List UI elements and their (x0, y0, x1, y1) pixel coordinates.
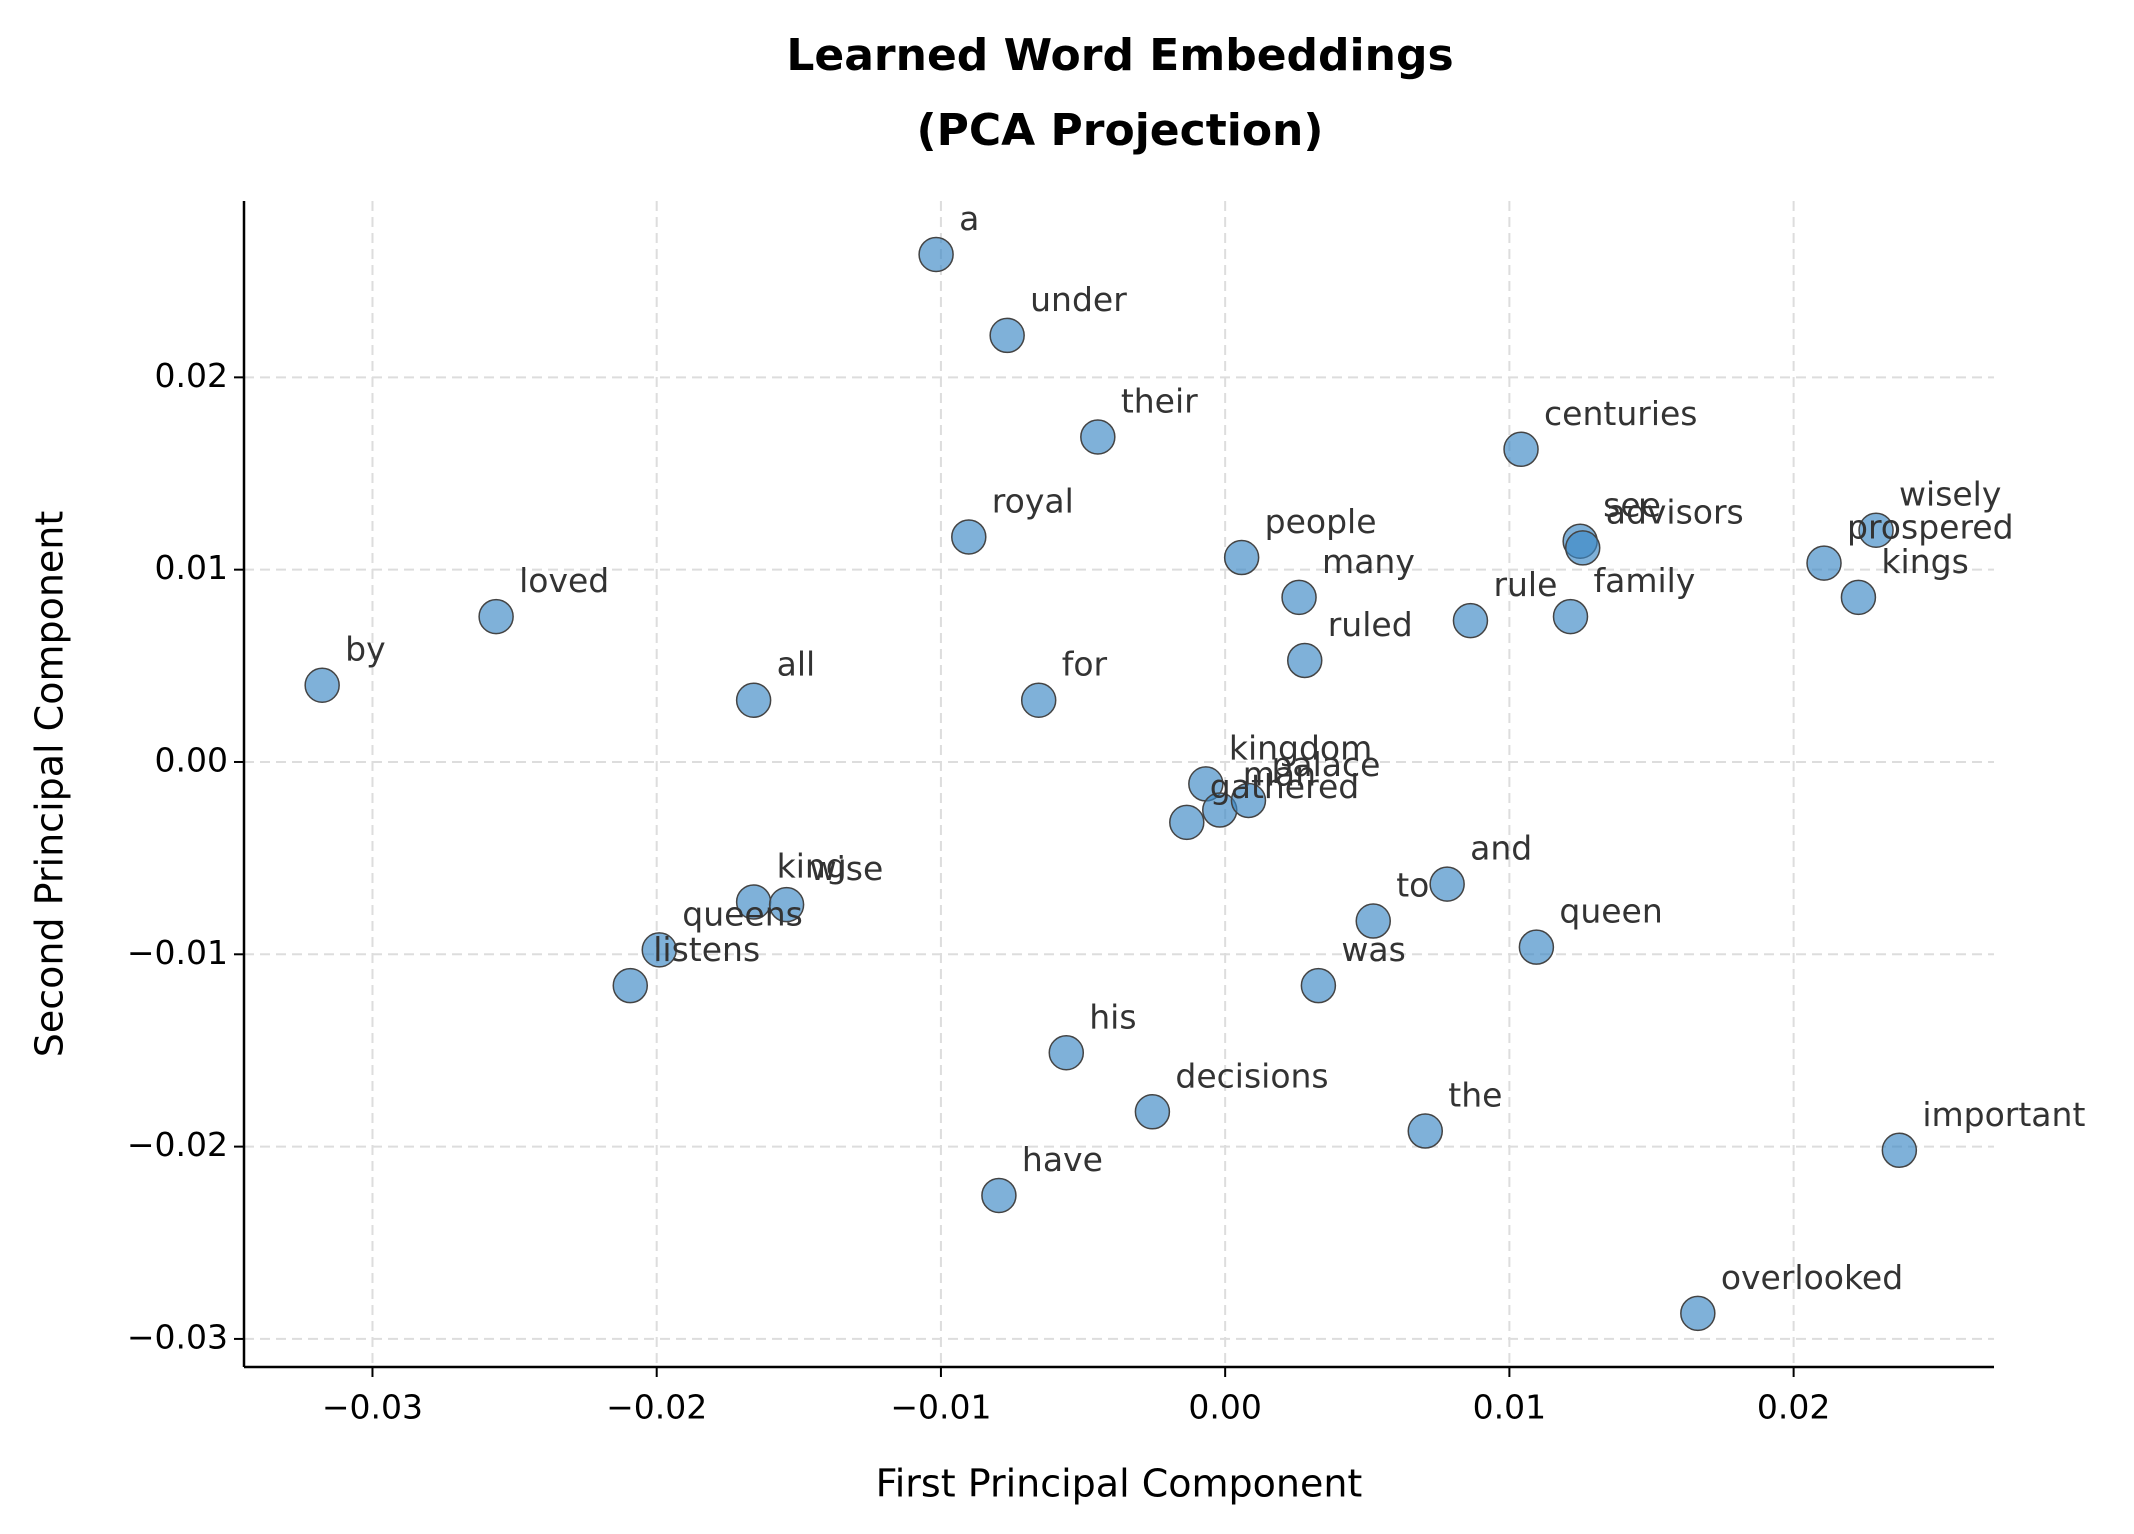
point (612, 967, 649, 1004)
point-label: by (345, 630, 385, 669)
point-label: wise (810, 849, 884, 888)
point-label: important (1922, 1095, 2085, 1134)
point-label: palace (1271, 745, 1380, 784)
point-label: his (1089, 997, 1136, 1036)
point-label: wisely (1899, 475, 2001, 514)
point (1020, 682, 1057, 718)
point-label: a (959, 199, 979, 238)
point-label: kings (1881, 542, 1968, 581)
x-tick-label: −0.02 (606, 1388, 707, 1427)
point (1881, 1132, 1918, 1169)
chart-title: (PCA Projection) (917, 105, 1324, 156)
point-label: their (1121, 381, 1198, 420)
point (951, 519, 987, 555)
point (1080, 419, 1116, 455)
point (768, 886, 805, 923)
x-tick-label: 0.00 (1188, 1388, 1261, 1427)
point (1169, 804, 1205, 841)
chart-title: Learned Word Embeddings (786, 30, 1453, 81)
point (1281, 579, 1317, 616)
point (918, 236, 954, 273)
point (1134, 1094, 1171, 1130)
point-label: have (1022, 1140, 1103, 1179)
point-label: overlooked (1721, 1258, 1903, 1297)
point (641, 932, 678, 968)
point (1518, 929, 1555, 965)
y-tick-label: −0.03 (127, 1317, 228, 1356)
point (989, 317, 1025, 354)
point (1564, 530, 1601, 566)
point-label: loved (519, 561, 609, 600)
point (1355, 903, 1391, 939)
point-label: gathered (1210, 767, 1359, 806)
point-label: centuries (1544, 394, 1697, 433)
point (1300, 967, 1337, 1004)
point (1230, 782, 1267, 819)
point-label: queens (682, 894, 803, 933)
point-label: was (1341, 930, 1405, 969)
y-tick-label: −0.02 (127, 1125, 228, 1164)
y-tick-label: 0.00 (155, 740, 228, 779)
point-label: see (1603, 486, 1661, 525)
point (1503, 431, 1539, 468)
point (1429, 866, 1465, 902)
x-tick-label: 0.01 (1473, 1388, 1546, 1427)
point-label: under (1030, 280, 1127, 319)
point (735, 682, 772, 718)
point-label: family (1593, 561, 1695, 600)
point-label: advisors (1606, 492, 1744, 531)
point-label: royal (992, 481, 1074, 520)
point (1452, 602, 1489, 639)
point-label: king (777, 846, 847, 885)
point (1407, 1113, 1444, 1149)
x-axis-title: First Principal Component (876, 1462, 1363, 1506)
x-tick-label: −0.03 (322, 1388, 423, 1427)
point (1806, 545, 1842, 581)
x-tick-label: 0.02 (1757, 1388, 1830, 1427)
x-tick-label: −0.01 (890, 1388, 991, 1427)
point (478, 598, 514, 635)
y-tick-label: −0.01 (127, 933, 228, 972)
point-label: the (1448, 1076, 1502, 1115)
point-label: queen (1559, 892, 1662, 931)
point-label: many (1322, 542, 1415, 581)
point-label: all (777, 645, 816, 684)
y-tick-label: 0.01 (155, 548, 228, 587)
point (1552, 598, 1589, 635)
point-label: kingdom (1229, 728, 1372, 767)
point-label: and (1470, 829, 1532, 868)
point-label: decisions (1175, 1056, 1328, 1095)
point (1286, 642, 1323, 679)
point-label: people (1265, 502, 1377, 541)
point-label: rule (1493, 565, 1557, 604)
point (1840, 579, 1877, 616)
point-label: to (1396, 866, 1429, 905)
point (304, 667, 340, 703)
y-axis-title: Second Principal Component (28, 511, 72, 1058)
point (1223, 539, 1260, 576)
point-label: prospered (1847, 508, 2014, 547)
point (1680, 1295, 1716, 1332)
point (1858, 512, 1894, 548)
point-label: listens (653, 930, 760, 969)
point-label: ruled (1328, 605, 1413, 644)
point (1048, 1035, 1085, 1071)
point-label: for (1062, 645, 1108, 684)
y-tick-label: 0.02 (155, 356, 228, 395)
point (981, 1177, 1017, 1214)
